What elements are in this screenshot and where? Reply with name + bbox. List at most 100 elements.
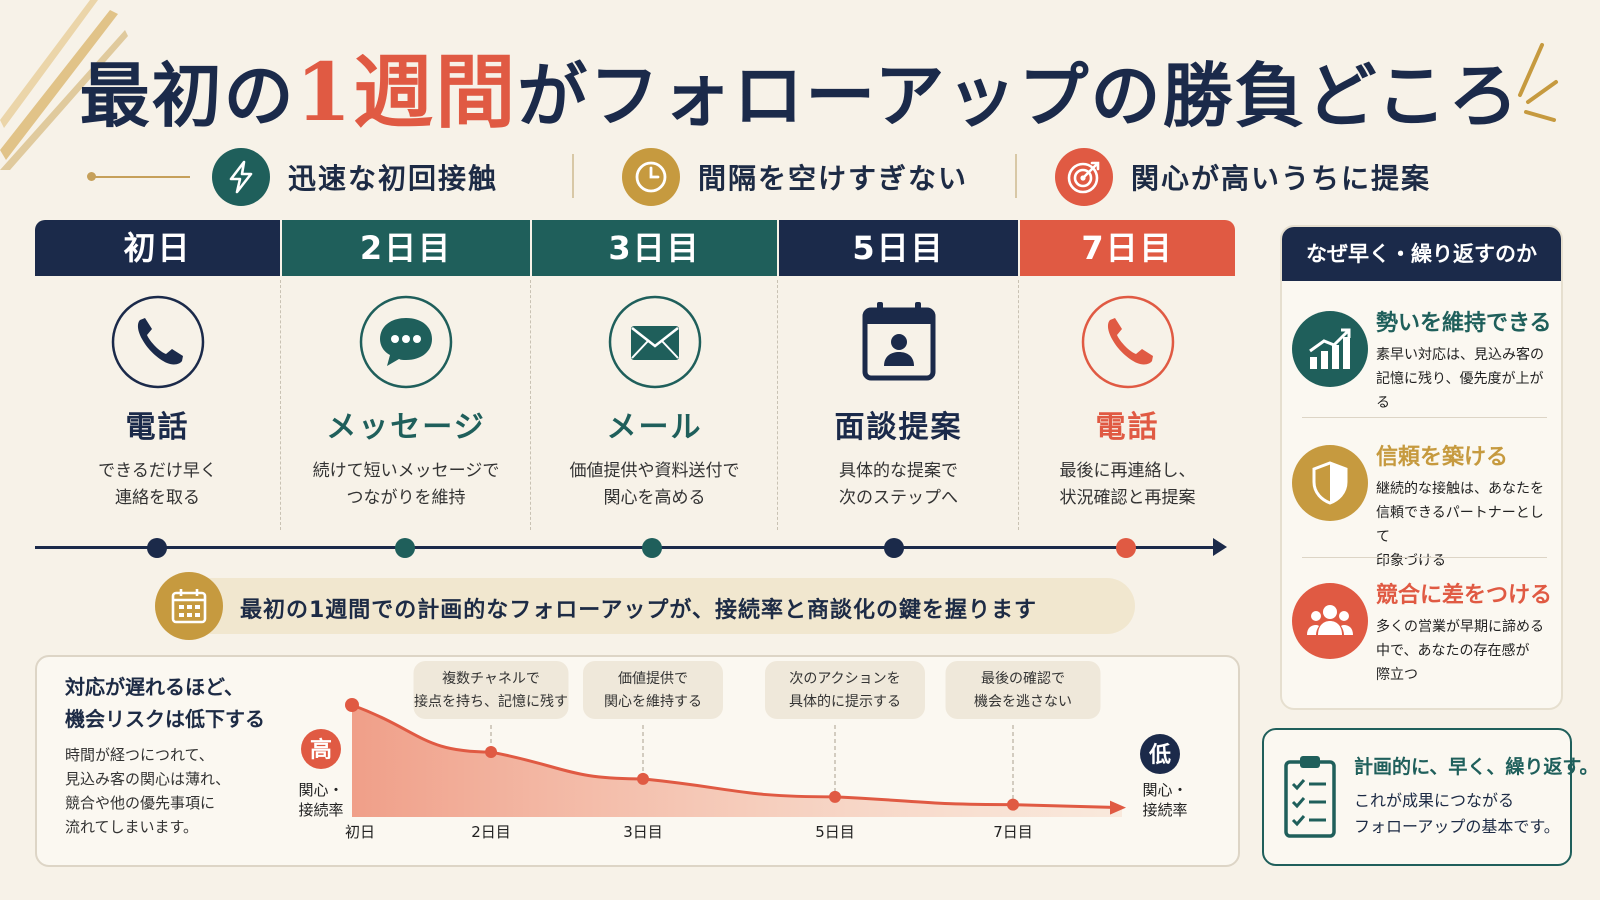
principle-item: 間隔を空けすぎない	[622, 148, 968, 206]
reason-title: 信頼を築ける	[1376, 445, 1509, 470]
divider	[1302, 557, 1547, 558]
timeline-dot	[147, 538, 167, 558]
principle-item: 迅速な初回接触	[212, 148, 498, 206]
day-column-4: 5日目 面談提案 具体的な提案で 次のステップへ	[779, 220, 1018, 530]
y-axis-label-right: 関心・	[1142, 781, 1187, 799]
x-tick-label: 2日目	[471, 823, 511, 841]
banner-text: 最初の1週間での計画的なフォローアップが、接続率と商談化の鍵を握ります	[240, 598, 1037, 623]
annotation-box	[583, 661, 723, 719]
annotation-text: 機会を逃さない	[974, 694, 1072, 710]
high-badge-label: 高	[310, 737, 332, 763]
annotation-text: 最後の確認で	[981, 671, 1065, 687]
column-divider	[1018, 280, 1019, 530]
reason-description: 継続的な接触は、あなたを 信頼できるパートナーとして 印象づける	[1376, 481, 1544, 569]
day-column-1: 初日 電話 できるだけ早く 連絡を取る	[35, 220, 280, 530]
annotation-text: 接点を持ち、記憶に残す	[414, 693, 568, 710]
reasons-heading: なぜ早く・繰り返すのか	[1282, 227, 1561, 281]
column-divider	[530, 280, 531, 530]
risk-heading: 対応が遅れるほど、 機会リスクは低下する	[65, 675, 265, 731]
annotation-text: 複数チャネルで	[442, 670, 540, 687]
annotation-box	[945, 661, 1101, 719]
key-message-banner	[155, 578, 1135, 634]
column-divider	[777, 280, 778, 530]
calendar-person-icon	[851, 294, 947, 390]
chat-bubble-icon	[358, 294, 454, 390]
x-tick-label: 3日目	[623, 823, 663, 841]
day-column-3: 3日目 メール 価値提供や資料送付で 関心を高める	[532, 220, 777, 530]
data-point	[485, 746, 497, 759]
y-axis-label-left: 関心・	[298, 781, 343, 799]
day-header: 初日	[35, 220, 280, 276]
lightning-icon	[212, 148, 270, 206]
annotation-text: 価値提供で	[618, 671, 688, 687]
principle-item: 関心が高いうちに提案	[1055, 148, 1431, 206]
principles-row: 迅速な初回接触 間隔を空けすぎない 関心が高いうちに提案	[87, 148, 1510, 208]
divider	[1302, 417, 1547, 418]
annotation-text: 次のアクションを	[789, 671, 900, 687]
people-icon	[1292, 583, 1368, 659]
day-title: メッセージ	[326, 410, 486, 445]
risk-description: 時間が経つにつれて、 見込み客の関心は薄れ、 競合や他の優先事項に 流れてしまい…	[65, 746, 231, 836]
divider	[1015, 154, 1017, 198]
divider	[572, 154, 574, 198]
gold-brush-decoration	[0, 0, 128, 170]
day-description: 価値提供や資料送付で 関心を高める	[569, 461, 740, 508]
day-title: 電話	[1095, 410, 1160, 445]
y-axis-label-left: 接続率	[298, 801, 343, 819]
reason-item: 勢いを維持できる 素早い対応は、見込み客の 記憶に残り、優先度が上がる	[1292, 305, 1557, 435]
principle-label: 間隔を空けすぎない	[698, 162, 969, 195]
x-tick-label: 7日目	[993, 823, 1033, 841]
phone-icon	[1080, 294, 1176, 390]
reason-description: 素早い対応は、見込み客の 記憶に残り、優先度が上がる	[1376, 347, 1544, 411]
data-point	[345, 698, 359, 712]
clock-icon	[622, 148, 680, 206]
growth-chart-icon	[1292, 311, 1368, 387]
y-axis-label-right: 接続率	[1142, 801, 1187, 819]
day-header: 2日目	[282, 220, 530, 276]
day-title: 面談提案	[834, 410, 963, 445]
day-header: 7日目	[1020, 220, 1235, 276]
summary-box: 計画的に、早く、繰り返す。 これが成果につながる フォローアップの基本です。	[1262, 728, 1599, 866]
low-badge-label: 低	[1148, 743, 1171, 768]
annotation-box	[765, 661, 925, 719]
checklist-icon	[1284, 756, 1336, 838]
decline-arrowhead	[1110, 800, 1126, 815]
data-point	[829, 790, 841, 803]
reason-item: 競合に差をつける 多くの営業が早期に諦める 中で、あなたの存在感が 際立つ	[1292, 577, 1557, 707]
calendar-icon	[155, 572, 223, 640]
sparkle-decoration	[1518, 43, 1558, 122]
decline-area	[352, 705, 1122, 817]
risk-panel: 対応が遅れるほど、 機会リスクは低下する 時間が経つにつれて、 見込み客の関心は…	[35, 655, 1240, 867]
data-point	[1007, 798, 1019, 811]
day-title: メール	[606, 410, 703, 445]
summary-heading: 計画的に、早く、繰り返す。	[1354, 756, 1599, 778]
timeline-dot	[1116, 538, 1136, 558]
day-description: 続けて短いメッセージで つながりを維持	[312, 461, 500, 508]
envelope-icon	[607, 294, 703, 390]
decorative-dot	[87, 172, 96, 181]
timeline-axis	[35, 546, 1220, 549]
shield-icon	[1292, 445, 1368, 521]
annotation-text: 関心を維持する	[604, 694, 702, 710]
day-column-5: 7日目 電話 最後に再連絡し、 状況確認と再提案	[1020, 220, 1235, 530]
decorative-line	[90, 176, 190, 178]
principle-label: 迅速な初回接触	[288, 162, 499, 195]
data-point	[637, 772, 649, 785]
low-badge	[1140, 734, 1180, 774]
timeline-arrowhead	[1213, 538, 1227, 556]
reason-title: 勢いを維持できる	[1376, 311, 1552, 336]
annotation-box	[413, 661, 569, 719]
phone-icon	[110, 294, 206, 390]
decline-line	[351, 703, 1123, 810]
annotation-text: 具体的に提示する	[789, 694, 901, 710]
high-badge	[301, 729, 341, 769]
reason-item: 信頼を築ける 継続的な接触は、あなたを 信頼できるパートナーとして 印象づける	[1292, 439, 1557, 569]
day-description: 具体的な提案で 次のステップへ	[839, 461, 958, 508]
reasons-panel: なぜ早く・繰り返すのか 勢いを維持できる 素早い対応は、見込み客の 記憶に残り、…	[1280, 225, 1563, 710]
reason-description: 多くの営業が早期に諦める 中で、あなたの存在感が 際立つ	[1376, 619, 1544, 683]
day-title: 電話	[125, 410, 190, 445]
followup-timeline: 初日 電話 できるだけ早く 連絡を取る 2日目 メッセージ 続けて短いメッセージ…	[35, 220, 1260, 560]
day-description: 最後に再連絡し、 状況確認と再提案	[1059, 461, 1196, 508]
timeline-dot	[395, 538, 415, 558]
